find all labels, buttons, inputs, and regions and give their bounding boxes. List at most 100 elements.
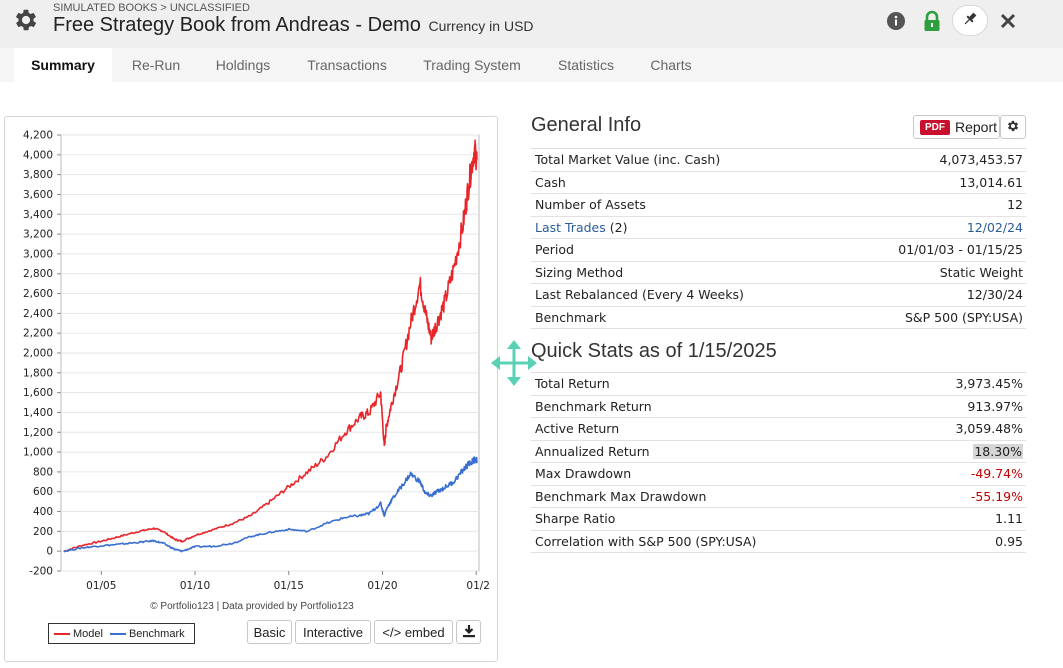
row-value: 0.95 [995, 533, 1023, 549]
table-row: Total Return 3,973.45% [531, 373, 1026, 396]
legend-item-model[interactable]: Model [54, 628, 103, 640]
y-tick-label: 4,200 [23, 130, 53, 142]
y-tick-label: 1,200 [23, 427, 53, 439]
row-label: Sharpe Ratio [535, 511, 616, 527]
row-label: Max Drawdown [535, 466, 632, 482]
row-value-highlighted: 18.30% [973, 443, 1023, 459]
breadcrumb[interactable]: SIMULATED BOOKS > UNCLASSIFIED [53, 2, 250, 14]
table-row: Period 01/01/03 - 01/15/25 [531, 239, 1026, 262]
y-tick-label: 2,400 [23, 308, 53, 320]
interactive-button[interactable]: Interactive [295, 620, 371, 644]
last-trades-date-link[interactable]: 12/02/24 [966, 219, 1023, 235]
row-value: 1.11 [995, 511, 1023, 527]
y-tick-label: 600 [33, 486, 53, 498]
row-value: -49.74% [970, 466, 1023, 482]
legend-label-benchmark: Benchmark [128, 627, 185, 640]
row-value: 3,059.48% [955, 421, 1023, 437]
row-value: 4,073,453.57 [939, 152, 1024, 168]
row-label: Annualized Return [535, 443, 650, 459]
table-row: Last Rebalanced (Every 4 Weeks) 12/30/24 [531, 284, 1026, 307]
y-tick-label: 3,600 [23, 189, 53, 201]
tab-re-run[interactable]: Re-Run [131, 57, 181, 73]
x-tick-label: 01/2 [466, 580, 490, 592]
y-tick-label: 400 [33, 506, 53, 518]
row-value: -55.19% [970, 488, 1023, 504]
y-tick-label: 2,600 [23, 288, 53, 300]
general-info-title: General Info [531, 114, 642, 136]
y-tick-label: 2,000 [23, 348, 53, 360]
y-tick-label: 800 [33, 466, 53, 478]
gear-icon[interactable] [12, 6, 40, 34]
last-trades-link[interactable]: Last Trades [535, 219, 606, 235]
report-button[interactable]: PDF Report [913, 115, 1000, 139]
legend-swatch-benchmark [109, 632, 126, 635]
currency-label: Currency in USD [428, 18, 534, 34]
legend-item-benchmark[interactable]: Benchmark [109, 627, 185, 640]
y-tick-label: 0 [46, 546, 53, 558]
y-tick-label: 3,000 [23, 248, 53, 260]
basic-button[interactable]: Basic [247, 620, 292, 644]
table-row: Sizing Method Static Weight [531, 262, 1026, 284]
table-row: Benchmark S&P 500 (SPY:USA) [531, 307, 1026, 329]
table-row: Correlation with S&P 500 (SPY:USA) 0.95 [531, 531, 1026, 553]
book-title: Free Strategy Book from Andreas - Demo [53, 14, 421, 36]
tab-charts[interactable]: Charts [650, 57, 692, 73]
y-tick-label: 200 [33, 526, 53, 538]
tab-transactions[interactable]: Transactions [307, 57, 387, 73]
table-row: Last Trades (2) 12/02/24 [531, 217, 1026, 239]
y-tick-label: 1,400 [23, 407, 53, 419]
pdf-icon: PDF [920, 119, 950, 135]
y-tick-label: -200 [29, 566, 53, 578]
row-label: Total Return [535, 376, 610, 392]
header-bar: SIMULATED BOOKS > UNCLASSIFIED Free Stra… [0, 0, 1063, 48]
move-icon[interactable] [490, 339, 538, 387]
row-value: 913.97% [967, 398, 1023, 414]
y-tick-label: 4,000 [23, 149, 53, 161]
row-label: Sizing Method [535, 264, 624, 280]
gear-icon [1006, 118, 1020, 137]
table-row: Total Market Value (inc. Cash) 4,073,453… [531, 149, 1026, 172]
tab-bar: Summary Re-Run Holdings Transactions Tra… [0, 48, 1063, 82]
performance-chart[interactable]: -200 0 200 400 600 800 1,000 1,200 1,400 1,600 1,8… [5, 117, 499, 597]
row-value: 13,014.61 [959, 174, 1023, 190]
row-label: Benchmark Max Drawdown [535, 488, 707, 504]
y-tick-label: 1,000 [23, 447, 53, 459]
report-settings-button[interactable] [1000, 115, 1026, 139]
row-label: Total Market Value (inc. Cash) [535, 152, 721, 168]
tab-summary[interactable]: Summary [14, 48, 112, 82]
table-row: Active Return 3,059.48% [531, 418, 1026, 441]
tab-trading-system[interactable]: Trading System [423, 57, 521, 73]
pin-button[interactable] [952, 5, 988, 36]
performance-chart-panel: -200 0 200 400 600 800 1,000 1,200 1,400 1,600 1,8… [4, 116, 498, 662]
row-label: Cash [535, 174, 566, 190]
chart-credits: © Portfolio123 | Data provided by Portfo… [150, 601, 354, 612]
last-trades-count: (2) [609, 219, 628, 235]
row-value: Static Weight [939, 264, 1023, 280]
row-value: 01/01/03 - 01/15/25 [898, 242, 1023, 258]
download-button[interactable] [456, 620, 481, 644]
row-label: Active Return [535, 421, 620, 437]
legend-swatch-model [54, 632, 70, 635]
x-tick-label: 01/10 [180, 580, 210, 592]
y-tick-label: 3,800 [23, 169, 53, 181]
series-line-benchmark [63, 456, 478, 553]
info-icon[interactable] [884, 9, 908, 33]
embed-button[interactable]: </> embed [374, 620, 453, 644]
tab-holdings[interactable]: Holdings [215, 57, 271, 73]
row-label: Benchmark Return [535, 398, 652, 414]
tab-statistics[interactable]: Statistics [557, 57, 614, 73]
lock-icon[interactable] [920, 9, 944, 33]
row-label: Correlation with S&P 500 (SPY:USA) [535, 533, 757, 549]
x-tick-label: 01/15 [274, 580, 304, 592]
quick-stats-title: Quick Stats as of 1/15/2025 [531, 340, 777, 362]
table-row: Cash 13,014.61 [531, 172, 1026, 194]
row-label: Period [535, 242, 574, 258]
row-value: 12/30/24 [966, 287, 1023, 303]
general-info-table: Total Market Value (inc. Cash) 4,073,453… [531, 148, 1026, 329]
table-row: Benchmark Max Drawdown -55.19% [531, 486, 1026, 508]
close-icon[interactable] [996, 9, 1020, 33]
x-tick-label: 01/05 [86, 580, 116, 592]
page-title: Free Strategy Book from Andreas - Demo C… [53, 14, 534, 37]
download-icon [462, 624, 476, 641]
y-tick-label: 1,600 [23, 387, 53, 399]
